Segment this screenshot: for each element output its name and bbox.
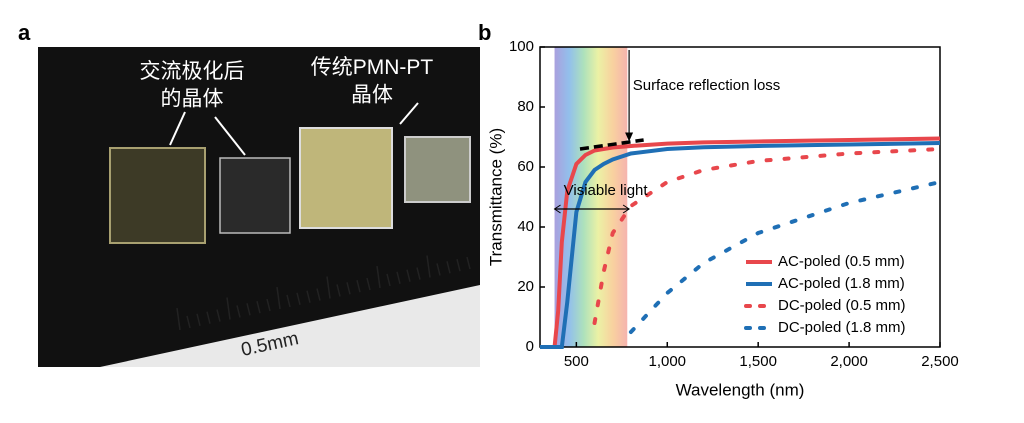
x-tick-label: 1,000: [648, 353, 686, 370]
y-tick-label: 20: [517, 278, 534, 295]
ruler-tick: [396, 271, 401, 284]
ruler-tick: [416, 267, 421, 280]
ruler-tick: [266, 298, 271, 312]
ruler-tick: [406, 269, 411, 282]
ruler-tick: [296, 292, 301, 305]
arrow-head: [622, 204, 630, 214]
x-tick-label: 2,500: [921, 353, 959, 370]
series-line: [592, 147, 942, 325]
arrow-head: [553, 204, 561, 214]
photo-annotation: 交流极化后的晶体: [140, 60, 245, 110]
annotation: Surface reflection loss: [633, 77, 781, 94]
photo-annotation: 传统PMN-PT 晶体: [311, 56, 434, 106]
ruler-tick: [186, 315, 191, 329]
y-tick-label: 0: [526, 338, 534, 355]
x-tick-label: 1,500: [739, 353, 777, 370]
ruler-tick: [236, 305, 241, 318]
series-line: [540, 141, 941, 349]
legend-label: DC-poled (0.5 mm): [778, 297, 906, 314]
ruler-tick: [346, 282, 351, 295]
x-tick-label: 2,000: [830, 353, 868, 370]
legend-label: AC-poled (0.5 mm): [778, 253, 905, 270]
ruler-tick: [206, 311, 211, 324]
y-axis-label: Transmittance (%): [486, 128, 505, 266]
ruler-tick: [436, 263, 441, 276]
series-line: [540, 136, 941, 349]
x-axis-label: Wavelength (nm): [676, 380, 805, 399]
ruler-tick: [276, 286, 281, 310]
annotation: Visiable light: [564, 182, 649, 199]
ruler-tick: [316, 288, 321, 301]
extrapolation: [579, 138, 644, 151]
ruler-tick: [216, 309, 221, 322]
panel-label: a: [18, 20, 31, 45]
ruler-tick: [336, 284, 341, 297]
ruler-tick: [256, 301, 261, 314]
y-tick-label: 80: [517, 98, 534, 115]
x-tick-label: 500: [564, 353, 589, 370]
ruler-tick: [226, 297, 231, 320]
ruler-tick: [446, 261, 451, 274]
ruler-tick: [356, 280, 361, 293]
legend-label: DC-poled (1.8 mm): [778, 319, 906, 336]
panel-label: b: [478, 20, 491, 45]
ruler-tick: [326, 276, 331, 299]
legend-label: AC-poled (1.8 mm): [778, 275, 905, 292]
ruler-tick: [176, 307, 181, 331]
ruler-tick: [306, 290, 311, 303]
ruler-tick: [246, 303, 251, 316]
plot-frame: [539, 46, 941, 348]
ruler-tick: [456, 259, 461, 272]
ruler-tick: [386, 273, 391, 287]
ruler-tick: [196, 313, 201, 326]
ruler-tick: [426, 255, 431, 278]
y-tick-label: 60: [517, 158, 534, 175]
ruler-tick: [376, 265, 381, 289]
arrow-head: [625, 132, 634, 142]
series-line: [628, 180, 942, 334]
ruler-tick: [466, 256, 471, 270]
y-tick-label: 100: [509, 38, 534, 55]
y-tick-label: 40: [517, 218, 534, 235]
ruler-tick: [286, 294, 291, 308]
photo: [38, 47, 480, 367]
ruler-tick: [366, 277, 371, 291]
